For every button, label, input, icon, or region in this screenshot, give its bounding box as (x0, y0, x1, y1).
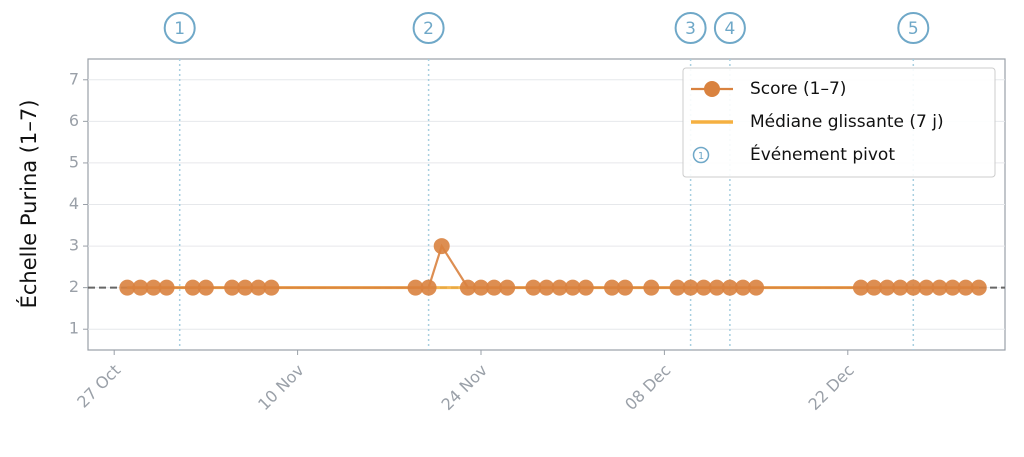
data-point (892, 279, 909, 296)
data-point (905, 279, 922, 296)
event-marker (412, 12, 445, 44)
data-point (459, 279, 476, 296)
legend-box (682, 67, 996, 178)
data-point (879, 279, 896, 296)
data-point (669, 279, 686, 296)
legend-event-marker (692, 146, 710, 164)
legend-event-glyph: 1 (698, 151, 704, 162)
event-label: 2 (423, 19, 434, 39)
data-point (617, 279, 634, 296)
y-tick-label: 3 (69, 236, 79, 255)
data-point (420, 279, 437, 296)
legend-marker (704, 81, 720, 97)
legend: Score (1–7) Médiane glissante (7 j) 1 Événe… (682, 67, 996, 178)
event-marker (674, 12, 707, 44)
y-axis-label: Échelle Purina (1–7) (16, 100, 41, 309)
data-point (735, 279, 751, 296)
event-label: 4 (724, 19, 735, 39)
legend-label: Médiane glissante (7 j) (750, 112, 944, 132)
event-label: 5 (908, 19, 919, 39)
y-tick-label: 5 (69, 152, 79, 171)
data-point (577, 279, 594, 296)
data-point (957, 279, 974, 296)
data-point (184, 279, 201, 296)
data-point (918, 279, 935, 296)
data-point (525, 279, 542, 296)
data-point (486, 279, 503, 296)
y-tick-label: 1 (69, 319, 79, 338)
legend-label: Score (1–7) (750, 79, 846, 99)
event-marker (897, 12, 930, 44)
data-point (682, 279, 699, 296)
data-point (407, 279, 424, 296)
event-marker (163, 12, 196, 44)
data-point (132, 279, 149, 296)
data-point (473, 279, 489, 296)
event-label: 3 (685, 19, 696, 39)
data-point (721, 279, 738, 296)
data-point (237, 279, 254, 296)
data-point (197, 279, 214, 296)
data-point (866, 279, 882, 296)
data-point (538, 279, 555, 296)
event-marker (713, 12, 746, 44)
y-tick-label: 2 (69, 277, 79, 296)
x-tick-label: 08 Dec (621, 361, 674, 414)
y-tick-label: 6 (69, 111, 79, 130)
data-point (551, 279, 568, 296)
x-tick-label: 10 Nov (254, 361, 308, 415)
x-tick-label: 22 Dec (804, 361, 857, 414)
x-tick-label: 27 Oct (73, 361, 124, 412)
data-point (944, 279, 961, 296)
data-point (695, 279, 712, 296)
data-point (748, 279, 765, 296)
data-point (499, 279, 516, 296)
data-point (604, 279, 620, 296)
event-label: 1 (174, 19, 185, 39)
data-point (119, 279, 136, 296)
data-point (263, 279, 280, 296)
data-point (158, 279, 175, 296)
data-point (433, 238, 450, 255)
legend-label: Événement pivot (750, 143, 895, 165)
data-point (708, 279, 725, 296)
data-point (224, 279, 241, 296)
data-point (970, 279, 987, 296)
x-tick-label: 24 Nov (438, 361, 492, 415)
data-point (852, 279, 869, 296)
data-point (145, 279, 162, 296)
data-point (564, 279, 581, 296)
data-point (931, 279, 948, 296)
y-tick-label: 7 (69, 69, 79, 88)
data-point (250, 279, 267, 296)
y-tick-label: 4 (69, 194, 79, 213)
data-point (643, 279, 660, 296)
